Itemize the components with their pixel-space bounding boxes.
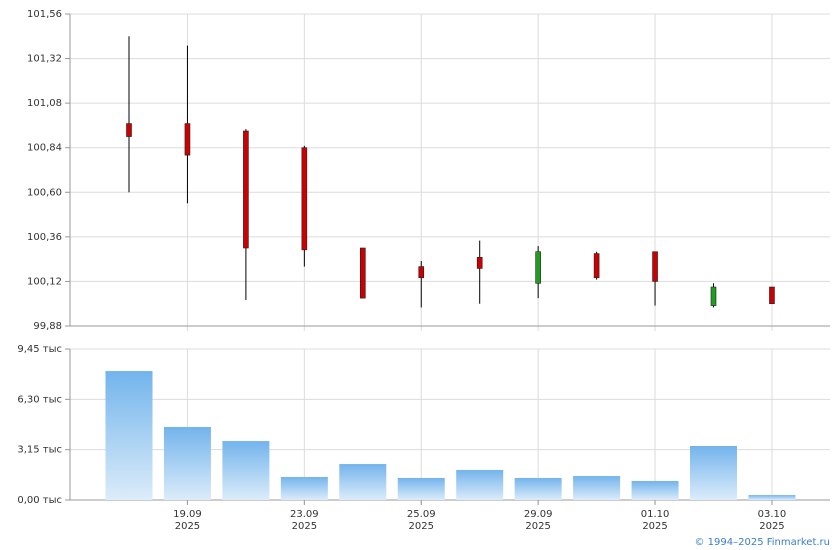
y-tick-label: 101,08 [27, 98, 62, 109]
candle-body [710, 286, 717, 306]
y-tick-label: 9,45 тыс [17, 344, 62, 355]
volume-bar [573, 476, 621, 500]
volume-bar [631, 480, 679, 500]
candle-body [126, 123, 132, 137]
candle-body [652, 251, 658, 282]
candle-body [359, 247, 366, 299]
candle-body [476, 256, 483, 269]
y-tick-label: 3,15 тыс [17, 445, 62, 456]
x-tick-label: 01.10 2025 [641, 509, 670, 532]
volume-bar [105, 371, 153, 500]
x-tick-label: 19.09 2025 [173, 509, 202, 532]
candle-body [184, 123, 191, 156]
x-tick-label: 25.09 2025 [407, 509, 436, 532]
candle-body [769, 286, 775, 305]
y-tick-label: 101,32 [27, 54, 62, 65]
x-tick-label: 29.09 2025 [524, 509, 553, 532]
volume-bar [397, 477, 445, 500]
volume-bar [456, 469, 504, 500]
candle-body [535, 251, 541, 284]
candle-body [243, 130, 249, 249]
volume-bar [690, 445, 737, 500]
volume-bar [280, 476, 328, 500]
y-tick-label: 100,84 [27, 143, 62, 154]
candle-body [301, 147, 308, 251]
y-tick-label: 101,56 [27, 9, 62, 20]
volume-bar [514, 477, 562, 500]
y-tick-label: 100,60 [27, 187, 62, 198]
copyright: © 1994–2025 Finmarket.ru [694, 537, 830, 548]
y-tick-label: 0,00 тыс [17, 495, 62, 506]
y-tick-label: 99,88 [33, 321, 62, 332]
volume-bar [163, 426, 211, 500]
x-tick-label: 03.10 2025 [758, 509, 787, 532]
y-tick-label: 6,30 тыс [17, 394, 62, 405]
x-tick-label: 23.09 2025 [290, 509, 319, 532]
y-tick-label: 100,36 [27, 232, 62, 243]
volume-bar [748, 495, 796, 500]
volume-bar [222, 441, 270, 500]
volume-bar [339, 464, 387, 500]
candle-body [418, 266, 425, 279]
candle-body [593, 253, 600, 279]
y-tick-label: 100,12 [27, 276, 62, 287]
